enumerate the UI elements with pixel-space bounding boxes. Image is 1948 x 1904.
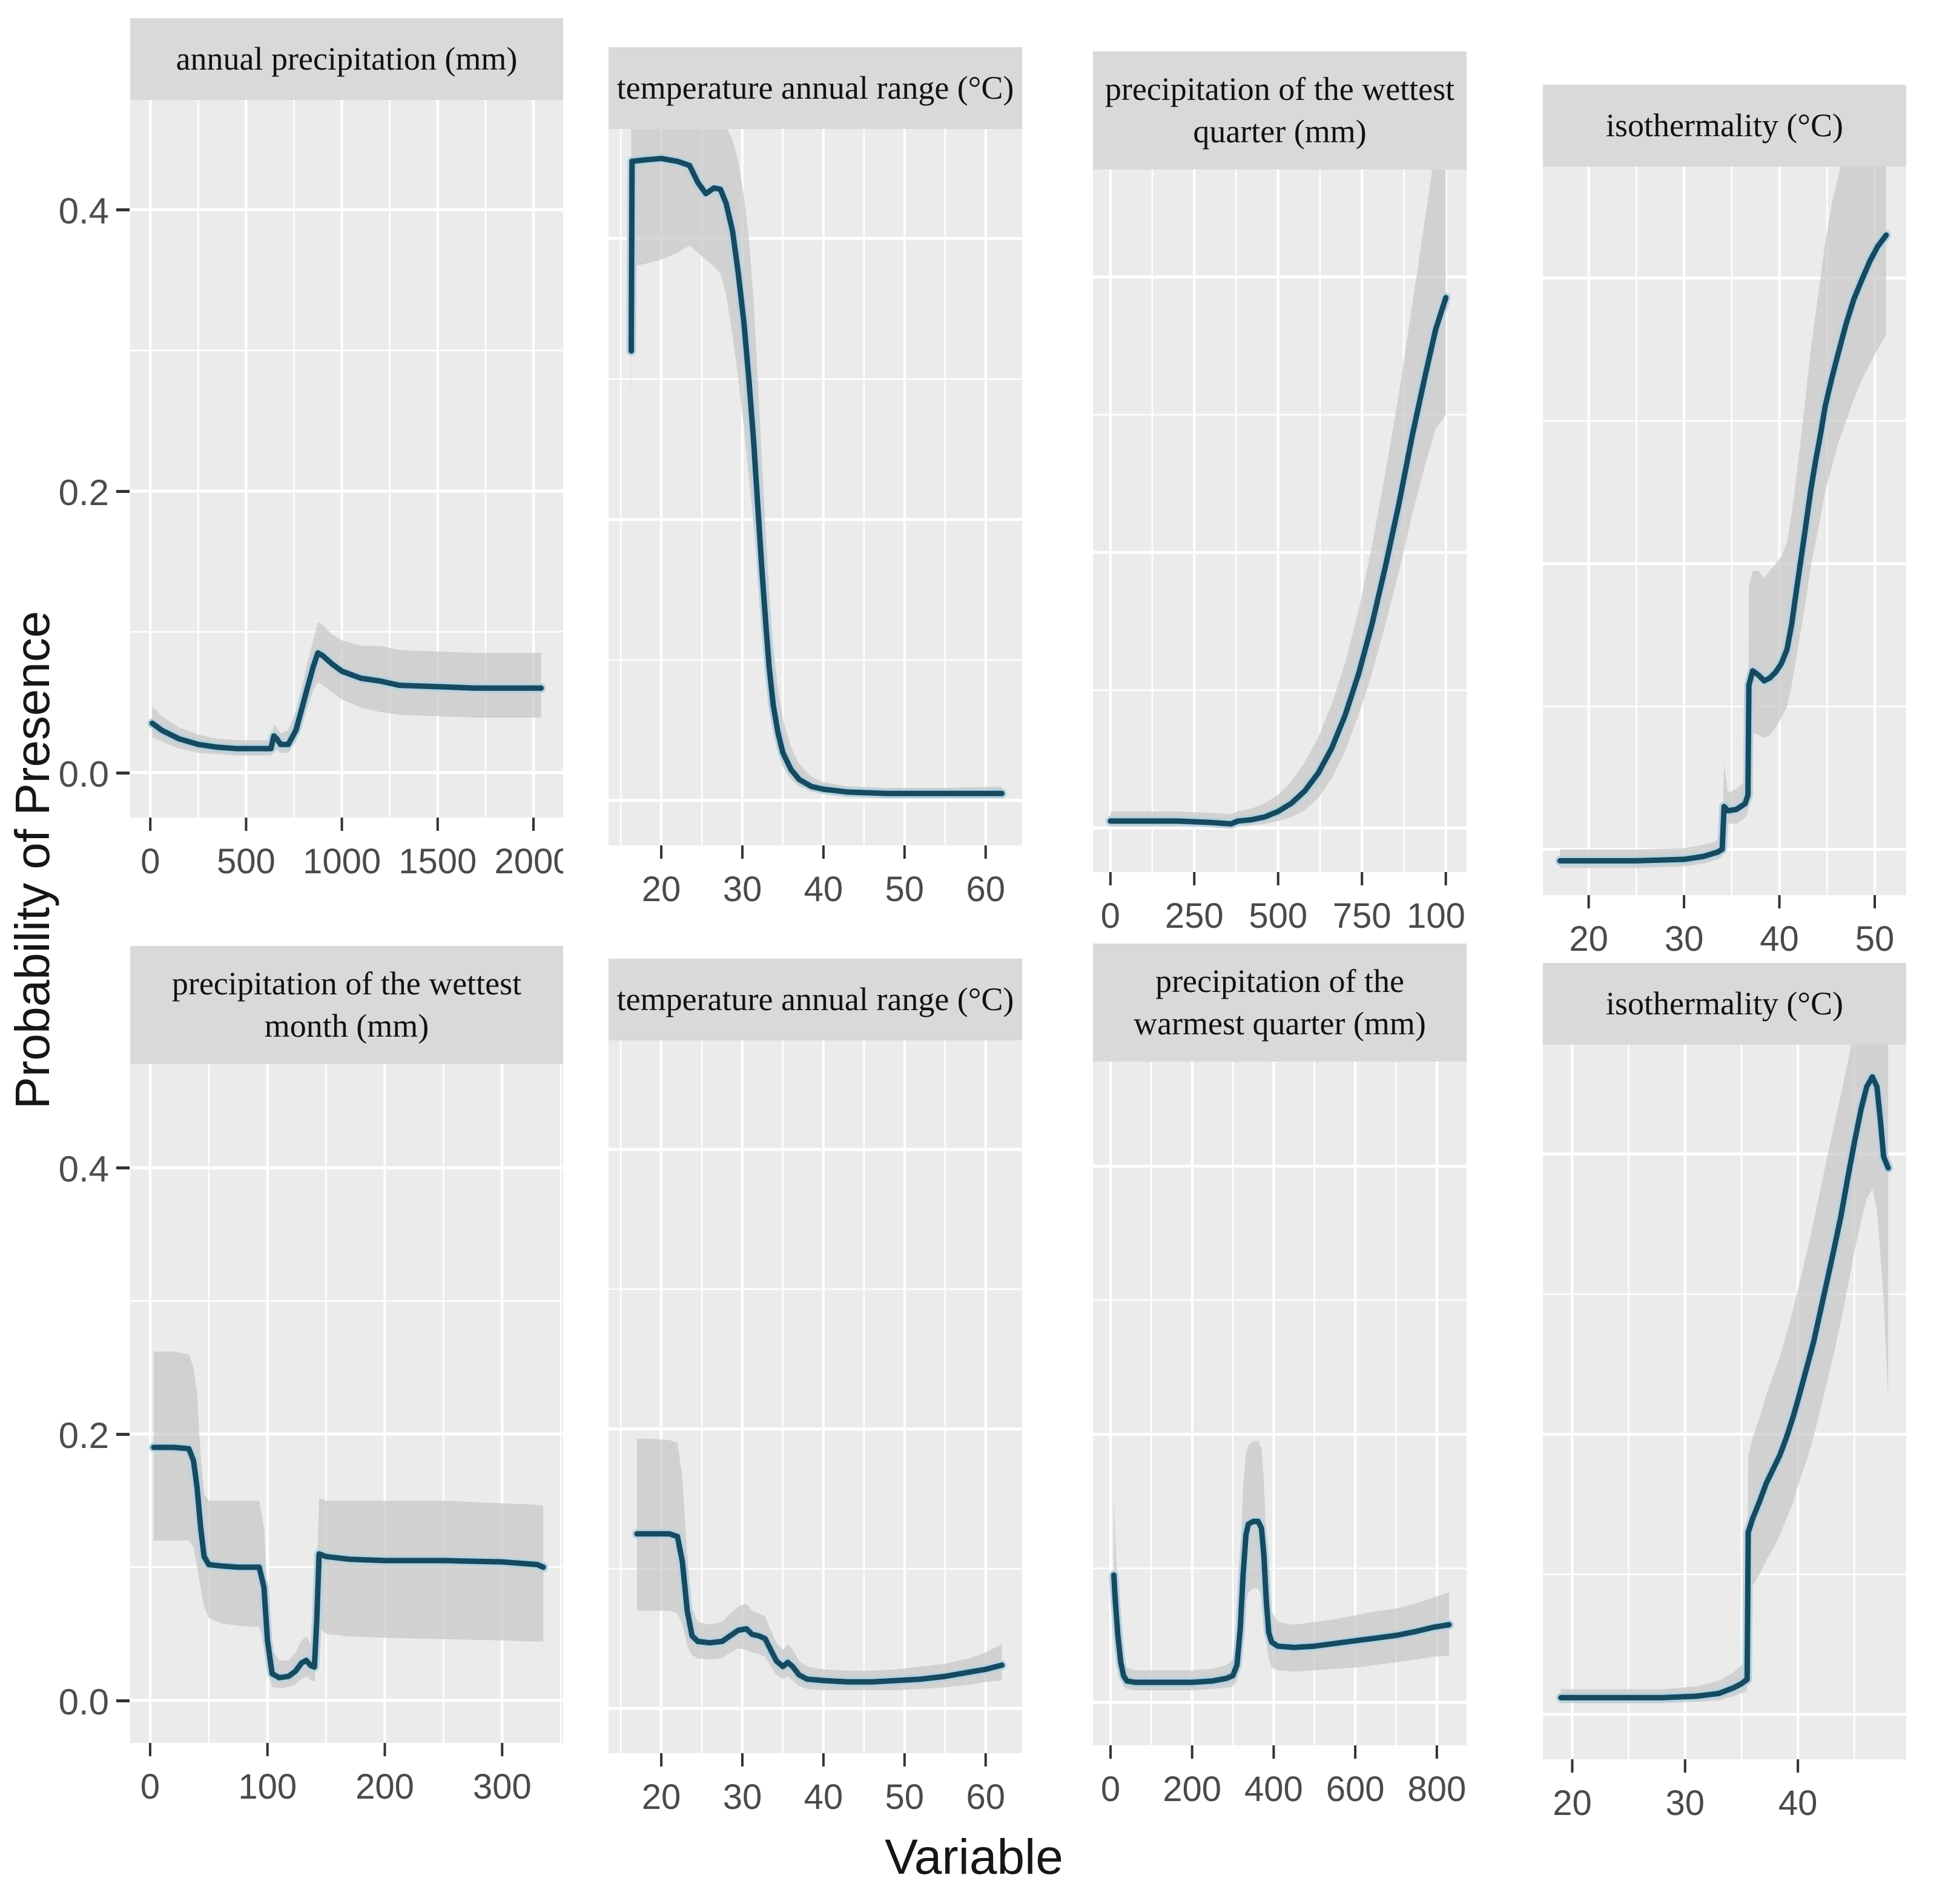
x-tick-label: 60 [966, 1777, 1005, 1817]
confidence-ribbon [153, 1351, 544, 1688]
x-tick-label: 20 [642, 1777, 681, 1817]
x-tick-label: 100 [238, 1767, 297, 1806]
confidence-ribbon [636, 1438, 1002, 1691]
x-tick-label: 750 [1333, 896, 1392, 936]
x-tick-label: 30 [1665, 919, 1704, 959]
x-tick-label: 0 [1101, 1770, 1120, 1809]
x-tick-label: 400 [1244, 1770, 1303, 1809]
y-tick-label: 0.2 [58, 1415, 109, 1456]
x-tick-label: 500 [217, 842, 276, 881]
facet-strip-label: temperature annual range (°C) [609, 47, 1022, 129]
x-tick-label: 50 [885, 1777, 925, 1817]
response-curve [1557, 232, 1889, 864]
line-plot: 20 30 40 50 60 [609, 129, 1022, 909]
line-plot: 0 500 1000 1500 2000 [130, 100, 563, 881]
x-axis-title: Variable [885, 1830, 1063, 1885]
response-curve [1558, 1074, 1891, 1701]
confidence-ribbon [1560, 167, 1886, 868]
facet-strip-label: precipitation of the wettest quarter (mm… [1093, 51, 1467, 170]
facet-strip-label: temperature annual range (°C) [609, 959, 1022, 1040]
x-tick-label: 50 [1855, 919, 1895, 959]
x-tick-label: 300 [473, 1767, 532, 1806]
y-tick-mark [116, 1699, 130, 1702]
line-plot: 0 250 500 750 1000 [1093, 170, 1467, 936]
x-tick-label: 1000 [1407, 896, 1467, 936]
x-tick-label: 600 [1326, 1770, 1385, 1809]
y-axis-title: Probability of Presence [5, 610, 59, 1109]
y-tick-label: 0.0 [58, 753, 109, 795]
confidence-ribbon [1560, 1045, 1889, 1704]
facet-strip-label: annual precipitation (mm) [130, 18, 563, 100]
x-tick-label: 1000 [303, 842, 381, 881]
facet-strip-label: isothermality (°C) [1543, 963, 1906, 1045]
response-curve [151, 1444, 546, 1681]
x-tick-label: 1500 [398, 842, 477, 881]
line-plot: 0 100 200 300 [130, 1064, 563, 1806]
x-tick-label: 0 [1101, 896, 1120, 936]
x-tick-label: 50 [885, 870, 925, 909]
facet-strip-label: isothermality (°C) [1543, 85, 1906, 167]
response-curve [149, 650, 544, 752]
y-tick-mark [116, 771, 130, 775]
x-tick-label: 30 [723, 870, 762, 909]
x-tick-label: 40 [804, 1777, 844, 1817]
x-tick-label: 0 [140, 1767, 160, 1806]
facet-strip-label: precipitation of the wettest month (mm) [130, 946, 563, 1064]
x-tick-label: 30 [723, 1777, 762, 1817]
x-tick-label: 20 [1553, 1783, 1592, 1823]
response-curve [629, 156, 1005, 796]
line-plot: 20 30 40 50 60 [609, 1040, 1022, 1817]
x-tick-label: 40 [804, 870, 844, 909]
x-tick-label: 500 [1249, 896, 1307, 936]
confidence-ribbon [152, 622, 541, 756]
x-tick-label: 40 [1760, 919, 1799, 959]
confidence-ribbon [631, 129, 1002, 795]
response-curve [634, 1531, 1005, 1685]
x-tick-label: 250 [1165, 896, 1224, 936]
y-tick-label: 0.4 [58, 191, 109, 232]
confidence-ribbon [1114, 1441, 1449, 1691]
line-plot: 20 30 40 [1543, 1045, 1906, 1823]
x-tick-label: 20 [1569, 919, 1608, 959]
x-tick-label: 20 [642, 870, 681, 909]
line-plot: 20 30 40 50 [1543, 167, 1906, 959]
y-tick-mark [116, 1166, 130, 1170]
panel-background [609, 1040, 1022, 1753]
x-tick-label: 0 [140, 842, 160, 881]
y-tick-label: 0.0 [58, 1681, 109, 1722]
line-plot: 0 200 400 600 800 [1093, 1062, 1467, 1809]
response-curve [1108, 295, 1449, 827]
x-tick-label: 40 [1778, 1783, 1818, 1823]
y-tick-label: 0.2 [58, 472, 109, 513]
y-tick-label: 0.4 [58, 1149, 109, 1190]
y-tick-mark [116, 489, 130, 493]
x-tick-label: 2000 [494, 842, 563, 881]
y-tick-mark [116, 1433, 130, 1436]
x-tick-label: 30 [1666, 1783, 1705, 1823]
x-tick-label: 200 [1163, 1770, 1221, 1809]
y-tick-mark [116, 208, 130, 212]
facet-strip-label: precipitation of the warmest quarter (mm… [1093, 944, 1467, 1062]
x-tick-label: 800 [1407, 1770, 1466, 1809]
x-tick-label: 60 [966, 870, 1005, 909]
response-curve [1111, 1518, 1452, 1685]
x-tick-label: 200 [355, 1767, 414, 1806]
